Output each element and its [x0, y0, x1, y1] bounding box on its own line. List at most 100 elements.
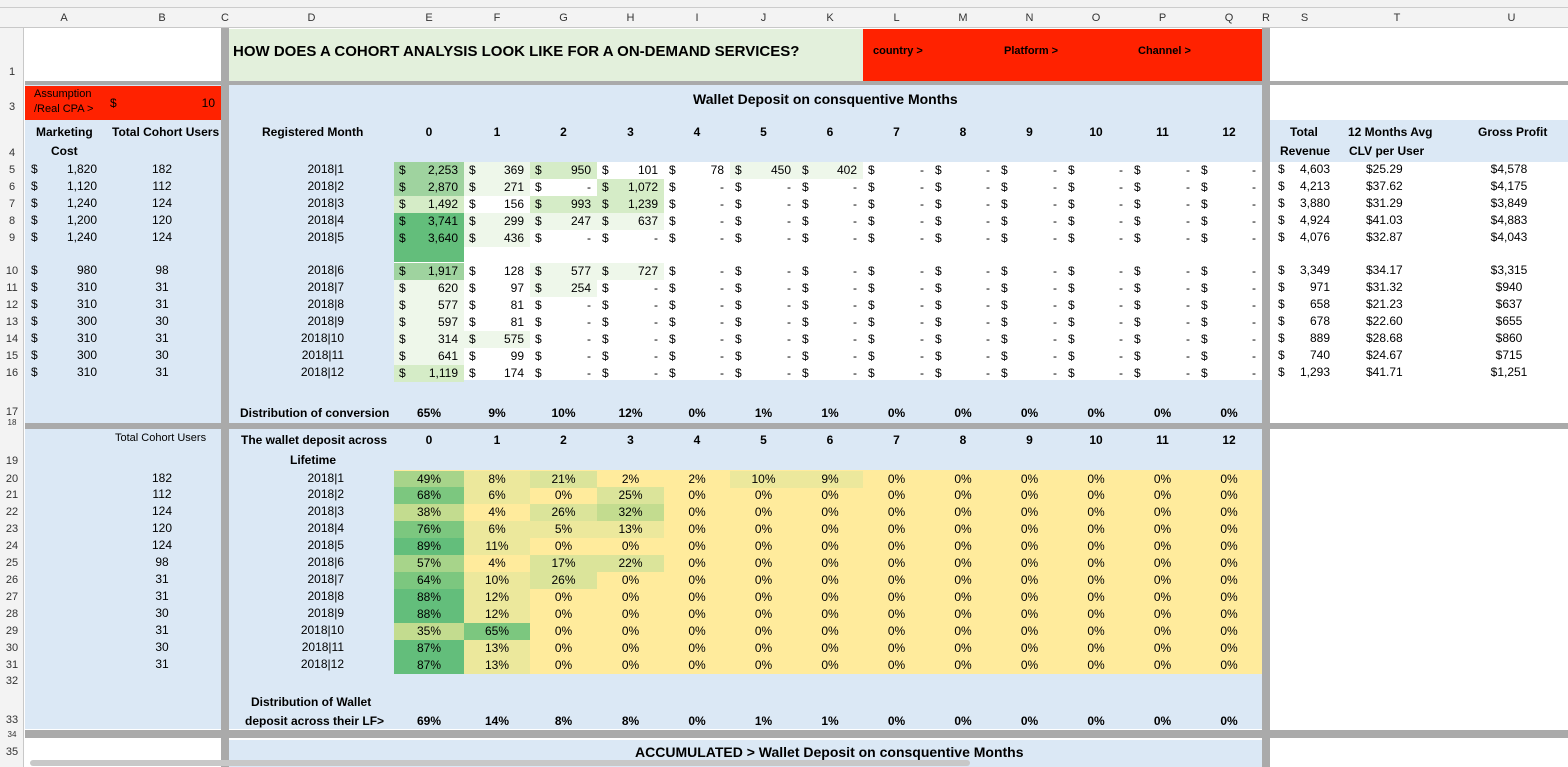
total-revenue-header-1: Total [1290, 125, 1318, 139]
lifetime-pct-value: 0% [688, 573, 706, 587]
filter-channel[interactable]: Channel > [1138, 45, 1191, 57]
clv-value: $41.71 [1366, 365, 1403, 379]
lifetime-pct-value: 0% [1220, 624, 1238, 638]
deposit-value: 950 [570, 163, 591, 177]
value-currency: $ [802, 298, 809, 312]
registered-month-header: Registered Month [262, 125, 364, 139]
value-currency: $ [1068, 298, 1075, 312]
gross-profit-header: Gross Profit [1478, 125, 1548, 139]
lifetime-pct-value: 88% [416, 590, 442, 604]
lifetime-month-value: 2018|5 [307, 538, 345, 552]
deposit-value: - [587, 298, 591, 312]
lifetime-pct-value: 4% [488, 505, 506, 519]
lifetime-pct-value: 6% [488, 522, 506, 536]
wallet-distribution-value: 0% [1153, 714, 1172, 728]
lifetime-pct-value: 0% [887, 607, 906, 621]
value-cell-fill [797, 162, 863, 179]
deposit-value: - [986, 349, 990, 363]
value-currency: $ [602, 163, 609, 177]
deposit-value: - [1119, 366, 1123, 380]
deposit-value: 81 [510, 298, 524, 312]
deposit-value: - [986, 298, 990, 312]
revenue-currency: $ [1278, 280, 1285, 294]
lifetime-pct-value: 0% [954, 505, 972, 519]
value-currency: $ [1134, 366, 1141, 380]
filter-platform[interactable]: Platform > [1004, 45, 1059, 57]
deposit-value: - [720, 366, 724, 380]
row-header: 29 [5, 625, 19, 637]
value-currency: $ [1134, 231, 1141, 245]
lifetime-pct-value: 0% [954, 624, 972, 638]
value-currency: $ [535, 298, 542, 312]
value-currency: $ [1201, 163, 1208, 177]
wallet-distribution-value: 1% [754, 714, 773, 728]
column-header: C [221, 12, 229, 24]
marketing-cost-value: 310 [76, 365, 97, 379]
lifetime-pct-value: 0% [887, 505, 906, 519]
value-cell-fill [530, 213, 597, 230]
lifetime-pct-value: 0% [554, 590, 573, 604]
deposit-value: - [853, 214, 857, 228]
deposit-value: - [587, 349, 591, 363]
horizontal-scrollbar[interactable] [30, 760, 970, 766]
lifetime-users-value: 31 [155, 589, 169, 603]
distribution-conversion-label: Distribution of conversion [240, 406, 390, 420]
deposit-value: - [1119, 180, 1123, 194]
lifetime-pct-value: 0% [1220, 573, 1238, 587]
value-currency: $ [535, 231, 542, 245]
conversion-distribution-value: 0% [688, 406, 706, 420]
deposit-value: - [720, 180, 724, 194]
assumption-label-2: /Real CPA > [34, 103, 94, 115]
value-currency: $ [735, 315, 742, 329]
total-revenue-value: 4,603 [1299, 162, 1330, 176]
deposit-value: 2,870 [427, 180, 458, 194]
lifetime-pct-value: 0% [688, 590, 706, 604]
clv-value: $32.87 [1366, 230, 1403, 244]
deposit-value: - [920, 231, 924, 245]
value-currency: $ [1001, 214, 1008, 228]
registered-month-value: 2018|10 [300, 331, 344, 345]
value-currency: $ [535, 163, 542, 177]
deposit-value: 299 [503, 214, 524, 228]
clv-value: $24.67 [1366, 348, 1403, 362]
column-header: R [1262, 12, 1270, 24]
marketing-cost-value: 310 [76, 297, 97, 311]
sheet-top-bar [0, 0, 1568, 8]
wallet-distribution-value: 0% [1220, 714, 1238, 728]
cost-currency: $ [31, 263, 38, 277]
deposit-value: 128 [503, 264, 524, 278]
value-currency: $ [669, 366, 676, 380]
column-header: H [626, 12, 635, 24]
lifetime-pct-value: 0% [1220, 539, 1238, 553]
column-header: E [425, 12, 433, 24]
lifetime-pct-value: 8% [488, 472, 506, 486]
value-currency: $ [1201, 197, 1208, 211]
wallet-distribution-value: 1% [821, 714, 839, 728]
marketing-cost-value: 310 [76, 280, 97, 294]
assumption-box [25, 86, 221, 120]
pct-cell-fill [394, 487, 464, 504]
deposit-value: 369 [503, 163, 524, 177]
lifetime-pct-value: 0% [1220, 641, 1238, 655]
value-currency: $ [1201, 231, 1208, 245]
lifetime-pct-value: 0% [821, 488, 839, 502]
pct-cell-fill [464, 521, 530, 538]
conversion-distribution-value: 0% [1220, 406, 1238, 420]
month-header: 4 [693, 433, 701, 447]
deposit-value: 254 [570, 281, 591, 295]
assumption-cpa-input[interactable]: 10 [201, 96, 215, 110]
value-currency: $ [669, 349, 676, 363]
registered-month-value: 2018|2 [307, 179, 345, 193]
value-currency: $ [1134, 298, 1141, 312]
deposit-value: - [1186, 180, 1190, 194]
clv-value: $25.29 [1366, 162, 1403, 176]
value-currency: $ [399, 281, 406, 295]
conversion-distribution-value: 0% [1020, 406, 1039, 420]
lifetime-pct-value: 0% [754, 505, 773, 519]
lifetime-users-value: 30 [155, 640, 169, 654]
lifetime-pct-value: 4% [488, 556, 506, 570]
value-currency: $ [399, 298, 406, 312]
filter-country[interactable]: country > [873, 45, 923, 57]
deposit-value: - [920, 281, 924, 295]
value-currency: $ [399, 332, 406, 346]
